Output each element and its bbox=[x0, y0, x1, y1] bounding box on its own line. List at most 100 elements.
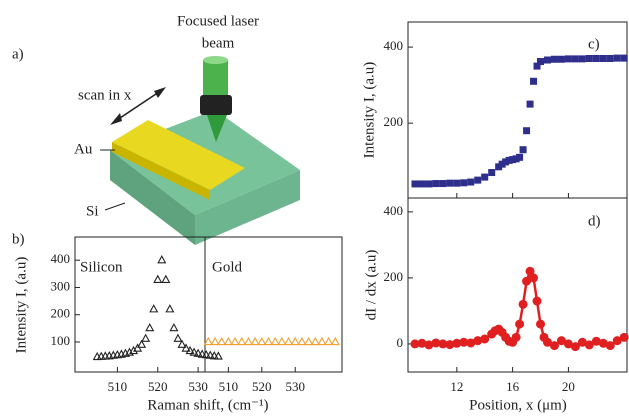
panel-label: b) bbox=[12, 231, 25, 247]
scan-arrow bbox=[113, 89, 163, 123]
point bbox=[431, 338, 441, 348]
point bbox=[467, 178, 475, 186]
x-tick-label: 12 bbox=[450, 379, 463, 394]
point bbox=[161, 274, 171, 283]
point bbox=[584, 340, 594, 350]
laser-cone bbox=[207, 115, 227, 142]
point bbox=[620, 54, 628, 62]
point bbox=[577, 337, 587, 347]
scan-label: scan in x bbox=[78, 87, 132, 103]
point bbox=[324, 336, 334, 346]
slab-left bbox=[110, 150, 195, 245]
point bbox=[177, 339, 187, 348]
point bbox=[173, 333, 183, 342]
point bbox=[481, 173, 489, 181]
point bbox=[516, 153, 524, 161]
point bbox=[237, 336, 247, 346]
point bbox=[169, 322, 179, 332]
point bbox=[317, 336, 327, 346]
point bbox=[460, 179, 468, 187]
y-tick-label: 400 bbox=[384, 38, 404, 53]
y-axis-label: Intensity I, (a.u) bbox=[13, 257, 29, 354]
laser-label: beam bbox=[202, 35, 235, 51]
point bbox=[141, 333, 151, 342]
x-tick-label: 16 bbox=[506, 379, 520, 394]
x-tick-label: 510 bbox=[219, 379, 239, 394]
point bbox=[418, 180, 426, 188]
point bbox=[598, 338, 608, 348]
point bbox=[330, 336, 340, 346]
point bbox=[557, 55, 565, 63]
si-label: Si bbox=[86, 203, 99, 219]
point bbox=[526, 100, 534, 108]
point bbox=[263, 336, 274, 346]
point bbox=[439, 180, 447, 188]
point bbox=[599, 54, 607, 62]
point bbox=[137, 339, 147, 348]
point bbox=[213, 351, 223, 360]
lens bbox=[200, 95, 232, 115]
point bbox=[515, 319, 525, 329]
laser-label: Focused laser bbox=[177, 13, 259, 29]
point bbox=[257, 336, 267, 346]
x-tick-label: 520 bbox=[252, 379, 272, 394]
point bbox=[529, 273, 539, 283]
point bbox=[205, 350, 215, 359]
panel-label: c) bbox=[588, 36, 600, 52]
x-tick-label: 530 bbox=[285, 379, 305, 394]
point bbox=[438, 339, 448, 349]
point bbox=[452, 338, 462, 348]
x-tick-label: 530 bbox=[188, 379, 208, 394]
y-tick-label: 200 bbox=[51, 306, 71, 321]
point bbox=[571, 55, 579, 63]
arrowhead bbox=[110, 113, 122, 125]
y-axis-label: Intensity I, (a.u) bbox=[361, 62, 377, 159]
au-label: Au bbox=[74, 141, 93, 157]
point bbox=[417, 338, 427, 348]
point bbox=[223, 336, 233, 346]
point bbox=[605, 341, 615, 351]
point bbox=[519, 146, 527, 154]
laser-tube bbox=[203, 60, 228, 97]
point bbox=[446, 179, 454, 187]
point bbox=[297, 336, 307, 346]
point bbox=[518, 299, 528, 309]
point bbox=[197, 349, 207, 358]
point bbox=[542, 337, 552, 347]
point bbox=[536, 319, 546, 329]
plot-frame bbox=[407, 197, 628, 373]
setup-diagram: a) Focused laser beam scan in x Au Si bbox=[12, 13, 300, 245]
x-tick-label: 510 bbox=[108, 379, 128, 394]
point bbox=[549, 341, 559, 351]
si-pointer bbox=[104, 202, 126, 211]
point bbox=[530, 77, 538, 85]
point bbox=[310, 336, 320, 346]
point bbox=[537, 58, 545, 66]
point bbox=[459, 337, 469, 347]
y-axis-label: dI / dx (a.u) bbox=[363, 250, 379, 321]
point bbox=[523, 127, 531, 135]
plot-frame bbox=[204, 236, 343, 373]
point bbox=[543, 56, 551, 64]
point bbox=[411, 180, 419, 188]
point bbox=[592, 54, 600, 62]
point bbox=[591, 336, 601, 346]
point bbox=[270, 336, 280, 346]
point bbox=[424, 340, 434, 350]
point bbox=[564, 55, 572, 63]
point bbox=[445, 340, 455, 350]
point bbox=[525, 266, 535, 276]
point bbox=[432, 180, 440, 188]
point bbox=[230, 336, 240, 346]
point bbox=[210, 336, 220, 346]
point bbox=[189, 347, 199, 356]
point bbox=[277, 336, 287, 346]
y-tick-label: 300 bbox=[51, 278, 71, 293]
point bbox=[250, 336, 260, 346]
point bbox=[284, 336, 294, 346]
panel-title: Gold bbox=[212, 259, 243, 275]
point bbox=[488, 169, 496, 177]
point bbox=[410, 339, 420, 349]
point bbox=[474, 176, 482, 184]
